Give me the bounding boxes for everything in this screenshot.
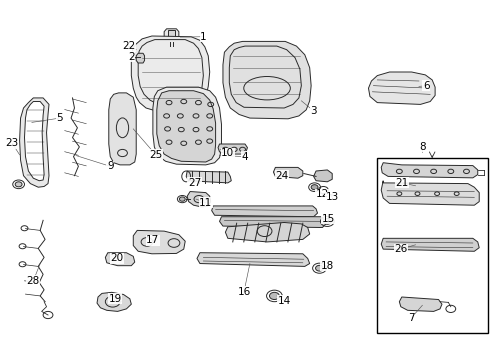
Circle shape — [15, 182, 22, 187]
Text: 10: 10 — [221, 148, 234, 158]
Polygon shape — [381, 163, 478, 178]
Circle shape — [270, 292, 279, 300]
Text: 22: 22 — [122, 41, 135, 51]
Polygon shape — [20, 98, 49, 187]
Polygon shape — [399, 297, 442, 311]
Text: 2: 2 — [128, 52, 135, 62]
Polygon shape — [168, 30, 175, 39]
Polygon shape — [186, 171, 231, 183]
Text: 9: 9 — [107, 161, 114, 171]
Bar — [377, 158, 488, 333]
Text: 7: 7 — [408, 312, 415, 323]
Text: 12: 12 — [316, 189, 329, 199]
Circle shape — [179, 197, 185, 201]
Polygon shape — [24, 102, 44, 181]
Text: 19: 19 — [108, 294, 122, 304]
Polygon shape — [220, 217, 326, 228]
Polygon shape — [381, 181, 479, 205]
Polygon shape — [197, 253, 310, 266]
Text: 5: 5 — [56, 113, 63, 123]
Text: 8: 8 — [419, 142, 426, 152]
Polygon shape — [273, 167, 303, 178]
Circle shape — [316, 265, 323, 271]
Text: 3: 3 — [310, 106, 317, 116]
Circle shape — [323, 219, 331, 224]
Text: 1: 1 — [200, 32, 207, 42]
Polygon shape — [164, 29, 179, 42]
Text: 17: 17 — [146, 235, 160, 246]
Text: 6: 6 — [423, 81, 430, 91]
Text: 4: 4 — [242, 152, 248, 162]
Text: 20: 20 — [110, 253, 123, 264]
Polygon shape — [218, 144, 247, 154]
Polygon shape — [381, 238, 479, 251]
Text: 27: 27 — [188, 178, 201, 188]
Polygon shape — [153, 87, 221, 165]
Polygon shape — [314, 170, 332, 182]
Text: 28: 28 — [26, 276, 40, 286]
Text: 14: 14 — [277, 296, 291, 306]
Polygon shape — [212, 206, 318, 217]
Polygon shape — [109, 93, 136, 165]
Polygon shape — [97, 292, 131, 311]
Polygon shape — [225, 222, 310, 242]
Polygon shape — [131, 36, 210, 112]
Polygon shape — [368, 72, 435, 104]
Polygon shape — [136, 53, 145, 63]
Text: 15: 15 — [321, 214, 335, 224]
Text: 13: 13 — [325, 192, 339, 202]
Polygon shape — [105, 253, 135, 266]
Text: 11: 11 — [199, 198, 213, 208]
Text: 18: 18 — [320, 261, 334, 271]
Text: 21: 21 — [395, 178, 409, 188]
Text: 25: 25 — [149, 150, 163, 160]
Circle shape — [311, 185, 318, 190]
Text: 16: 16 — [237, 287, 251, 297]
Text: 23: 23 — [5, 138, 19, 148]
Polygon shape — [187, 192, 211, 207]
Polygon shape — [133, 230, 185, 254]
Text: 26: 26 — [394, 244, 408, 254]
Polygon shape — [223, 41, 311, 119]
Polygon shape — [157, 91, 216, 162]
Text: 24: 24 — [275, 171, 289, 181]
